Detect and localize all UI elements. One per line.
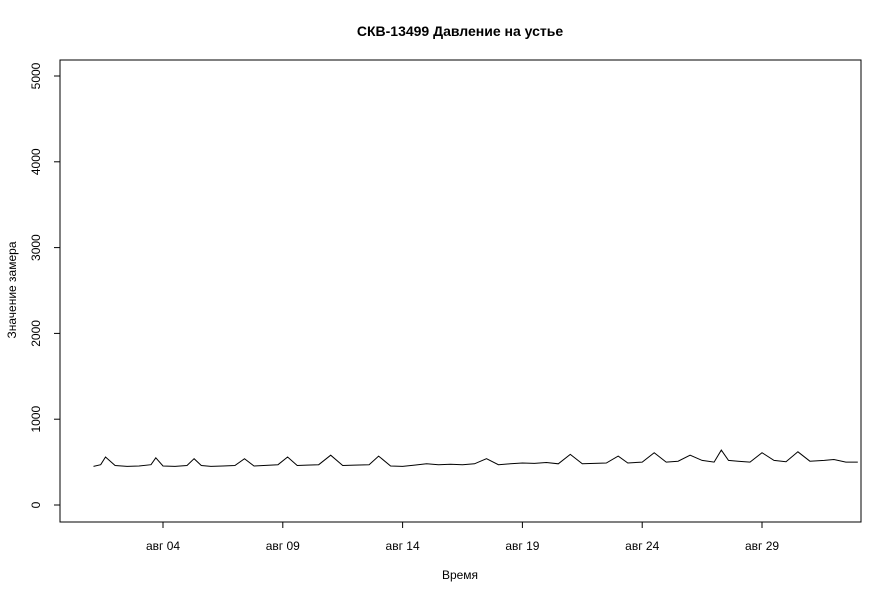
y-axis: 0 1000 2000 3000 4000 5000 (29, 62, 61, 508)
y-tick-label: 5000 (29, 62, 43, 89)
x-tick-label: авг 04 (146, 539, 180, 553)
y-tick-label: 3000 (29, 234, 43, 261)
x-tick-label: авг 14 (386, 539, 420, 553)
x-tick-label: авг 24 (625, 539, 659, 553)
y-axis-label: Значение замера (5, 241, 19, 338)
series-line (93, 449, 858, 467)
x-axis-label: Время (442, 568, 478, 582)
y-tick-label: 0 (29, 501, 43, 508)
y-tick-label: 2000 (29, 320, 43, 347)
series-group (93, 449, 858, 467)
chart-title: СКВ-13499 Давление на устье (357, 23, 563, 39)
x-axis: авг 04 авг 09 авг 14 авг 19 авг 24 авг 29 (146, 522, 779, 553)
x-tick-label: авг 09 (266, 539, 300, 553)
x-tick-label: авг 19 (505, 539, 539, 553)
plot-frame (59, 59, 862, 523)
x-tick-label: авг 29 (745, 539, 779, 553)
y-tick-label: 4000 (29, 148, 43, 175)
y-tick-label: 1000 (29, 406, 43, 433)
